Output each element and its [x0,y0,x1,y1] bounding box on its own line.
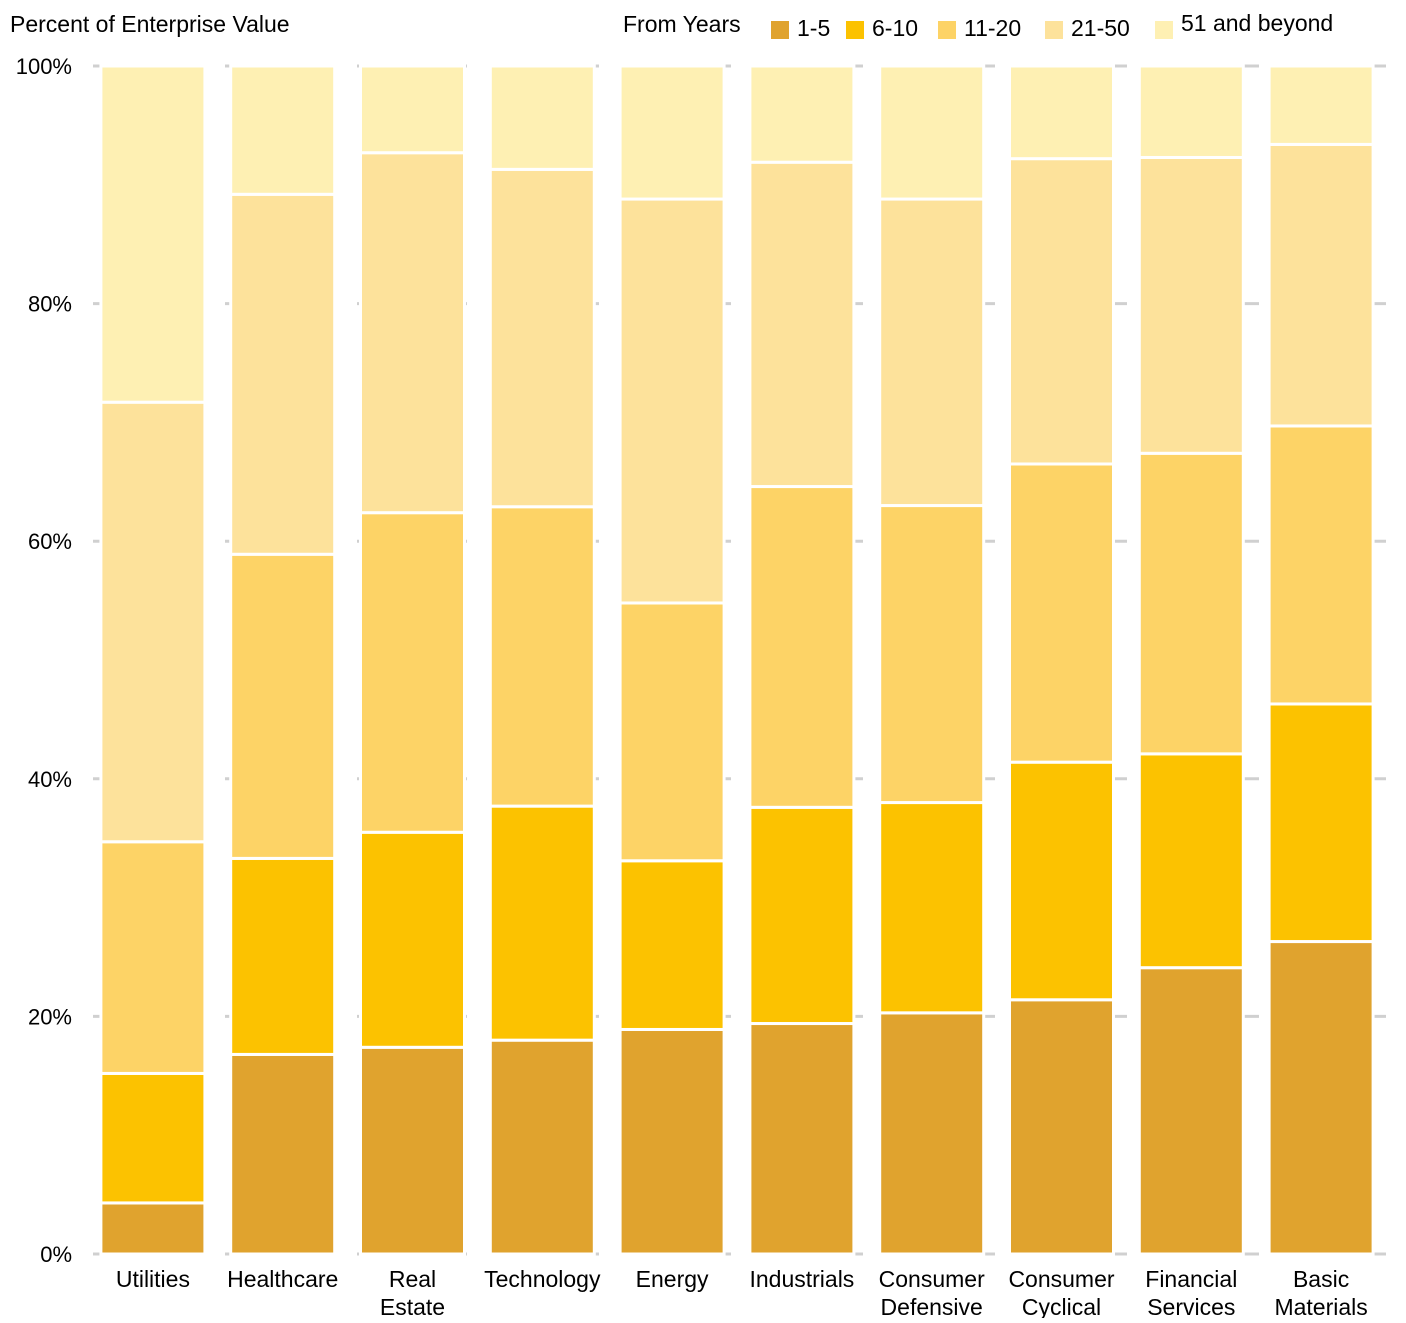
x-tick-label: Industrials [749,1266,854,1292]
x-tick-label: Real [389,1266,436,1292]
bar-segment-21-50 [1137,155,1245,455]
bar-segment-51-and-beyond [229,64,337,196]
y-tick-labels: 0% 20% 40% 60% 80% 100% [16,54,72,1267]
bar-segment-21-50 [618,197,726,605]
bar-segment-51-and-beyond [878,64,986,201]
legend-label: 21-50 [1071,15,1130,41]
bar-segment-21-50 [488,167,596,509]
x-tick-label: Financial [1145,1266,1237,1292]
x-tick-label: Materials [1274,1294,1367,1318]
y-tick-label: 60% [28,529,72,554]
bar-segment-6-10 [1008,760,1115,1002]
bar-segment-6-10 [488,804,596,1042]
y-tick-label: 80% [28,292,72,317]
x-tick-label: Technology [484,1266,601,1292]
bar-segment-51-and-beyond [99,64,207,404]
bar-segment-11-20 [359,511,466,834]
y-tick-label: 20% [28,1004,72,1029]
bar-segment-1-5 [878,1011,986,1256]
bar-segment-1-5 [618,1027,726,1256]
bar-segment-21-50 [1008,157,1115,466]
legend-label: 11-20 [964,15,1021,41]
bar-segment-21-50 [748,160,856,489]
bar-segment-21-50 [229,192,337,556]
bar-segment-1-5 [99,1201,207,1256]
bar-segment-1-5 [488,1038,596,1256]
bar-segment-21-50 [878,197,986,508]
x-tick-label: Estate [380,1294,445,1318]
bar-segment-11-20 [488,505,596,808]
bar-segment-6-10 [1267,702,1375,944]
legend-swatch [1045,21,1063,39]
legend-swatch [771,21,789,39]
legend: From Years 1-5 6-10 11-20 21-50 51 and beyon… [623,10,1333,41]
bar-segment-1-5 [1008,998,1115,1256]
bar-segment-6-10 [99,1071,207,1205]
y-tick-label: 40% [28,767,72,792]
legend-label: 6-10 [872,15,918,41]
bar-segment-11-20 [99,840,207,1075]
bar-segment-6-10 [1137,752,1245,970]
legend-title: From Years [623,11,741,37]
x-tick-label: Basic [1293,1266,1349,1292]
bar-segment-21-50 [1267,142,1375,428]
legend-swatch [846,21,864,39]
bar-segment-11-20 [1267,424,1375,706]
x-tick-label: Cyclical [1022,1294,1101,1318]
bar-segment-51-and-beyond [1008,64,1115,161]
bar-segment-11-20 [1008,462,1115,764]
legend-swatch [938,21,956,39]
bar-segment-6-10 [748,805,856,1026]
y-axis-title: Percent of Enterprise Value [10,11,290,37]
bar-segment-1-5 [359,1045,466,1256]
bar-segment-11-20 [748,485,856,809]
bar-segment-6-10 [878,801,986,1015]
bar-segment-51-and-beyond [748,64,856,164]
legend-swatch [1155,21,1173,39]
bar-segment-11-20 [618,601,726,863]
bar-segment-1-5 [1137,966,1245,1256]
legend-label: 1-5 [797,15,830,41]
x-tick-label: Healthcare [227,1266,338,1292]
bar-segment-11-20 [1137,451,1245,756]
bar-segment-6-10 [618,859,726,1031]
bar-segment-51-and-beyond [618,64,726,201]
bars [99,64,1375,1256]
x-tick-label: Consumer [1008,1266,1114,1292]
bar-segment-11-20 [229,552,337,860]
bar-segment-21-50 [99,400,207,844]
bar-segment-1-5 [229,1052,337,1256]
y-tick-label: 0% [40,1242,72,1267]
legend-label: 51 and beyond [1181,10,1333,36]
bar-segment-51-and-beyond [1267,64,1375,146]
y-tick-label: 100% [16,54,72,79]
bar-segment-51-and-beyond [359,64,466,155]
x-tick-label: Utilities [116,1266,190,1292]
bar-segment-1-5 [1267,940,1375,1256]
x-tick-label: Defensive [881,1294,983,1318]
bar-segment-51-and-beyond [488,64,596,171]
x-tick-label: Services [1147,1294,1235,1318]
bar-segment-6-10 [359,830,466,1049]
bar-segment-51-and-beyond [1137,64,1245,159]
bar-segment-6-10 [229,856,337,1056]
bar-segment-11-20 [878,504,986,805]
bar-segment-1-5 [748,1022,856,1256]
x-tick-label: Consumer [879,1266,985,1292]
bar-segment-21-50 [359,151,466,515]
x-tick-label: Energy [636,1266,709,1292]
